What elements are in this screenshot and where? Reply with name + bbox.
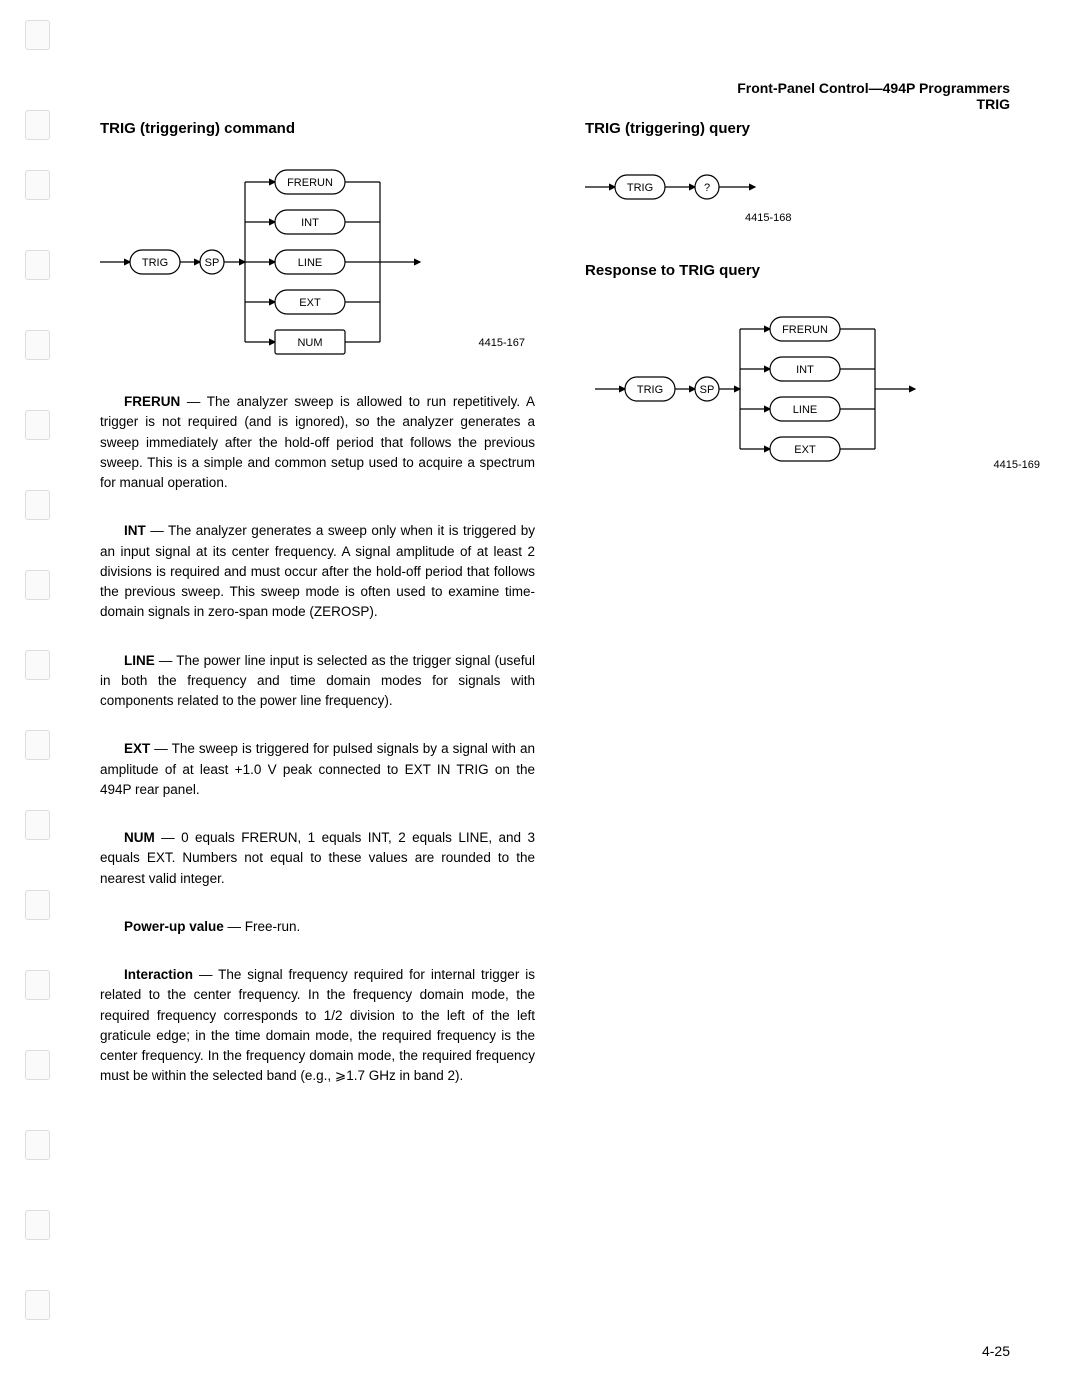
bold-frerun: FRERUN (124, 394, 180, 409)
para-int: INT — The analyzer generates a sweep onl… (100, 521, 535, 622)
node-trig-r: TRIG (637, 384, 663, 396)
text-int: — The analyzer generates a sweep only wh… (100, 523, 535, 619)
trig-query-diagram: TRIG ? 4415-168 (585, 162, 1020, 232)
syntax-diagram-command: TRIG SP FRERUN INT (100, 162, 520, 362)
node-sp-r: SP (700, 384, 715, 396)
node-question: ? (704, 182, 710, 194)
figure-num-169: 4415-169 (994, 459, 1041, 471)
header-line1: Front-Panel Control—494P Programmers (737, 80, 1010, 96)
node-trig: TRIG (142, 257, 168, 269)
syntax-diagram-response: TRIG SP FRERUN INT LINE (585, 304, 1005, 474)
para-num: NUM — 0 equals FRERUN, 1 equals INT, 2 e… (100, 828, 535, 889)
node-ext: EXT (299, 297, 321, 309)
node-sp: SP (205, 257, 220, 269)
bold-interaction: Interaction (124, 967, 193, 982)
bold-ext: EXT (124, 741, 150, 756)
page-header: Front-Panel Control—494P Programmers TRI… (737, 80, 1010, 112)
node-frerun-r: FRERUN (782, 324, 828, 336)
figure-num-167: 4415-167 (479, 337, 526, 349)
para-ext: EXT — The sweep is triggered for pulsed … (100, 739, 535, 800)
node-line-r: LINE (793, 404, 817, 416)
right-column: TRIG (triggering) query TRIG ? 4415-168 … (585, 120, 1020, 1115)
text-ext: — The sweep is triggered for pulsed sign… (100, 741, 535, 797)
page-number: 4-25 (982, 1343, 1010, 1359)
node-ext-r: EXT (794, 444, 816, 456)
trig-query-title: TRIG (triggering) query (585, 120, 1020, 137)
node-int: INT (301, 217, 319, 229)
bold-line: LINE (124, 653, 155, 668)
text-num: — 0 equals FRERUN, 1 equals INT, 2 equal… (100, 830, 535, 886)
header-line2: TRIG (737, 96, 1010, 112)
para-powerup: Power-up value — Free-run. (100, 917, 535, 937)
text-powerup: — Free-run. (224, 919, 301, 934)
para-frerun: FRERUN — The analyzer sweep is allowed t… (100, 392, 535, 493)
trig-response-title: Response to TRIG query (585, 262, 1020, 279)
trig-response-diagram: TRIG SP FRERUN INT LINE (585, 304, 1020, 484)
figure-num-168: 4415-168 (745, 212, 792, 224)
text-line: — The power line input is selected as th… (100, 653, 535, 709)
bold-int: INT (124, 523, 146, 538)
syntax-diagram-query: TRIG ? (585, 162, 845, 212)
trig-command-diagram: TRIG SP FRERUN INT (100, 162, 535, 362)
binding-holes (20, 0, 55, 1399)
node-trig-q: TRIG (627, 182, 653, 194)
node-int-r: INT (796, 364, 814, 376)
para-interaction: Interaction — The signal frequency requi… (100, 965, 535, 1087)
left-column: TRIG (triggering) command TRIG SP (100, 120, 535, 1115)
trig-command-title: TRIG (triggering) command (100, 120, 535, 137)
bold-num: NUM (124, 830, 155, 845)
node-num: NUM (297, 337, 322, 349)
text-interaction: — The signal frequency required for inte… (100, 967, 535, 1083)
para-line: LINE — The power line input is selected … (100, 651, 535, 712)
bold-powerup: Power-up value (124, 919, 224, 934)
node-frerun: FRERUN (287, 177, 333, 189)
node-line: LINE (298, 257, 322, 269)
